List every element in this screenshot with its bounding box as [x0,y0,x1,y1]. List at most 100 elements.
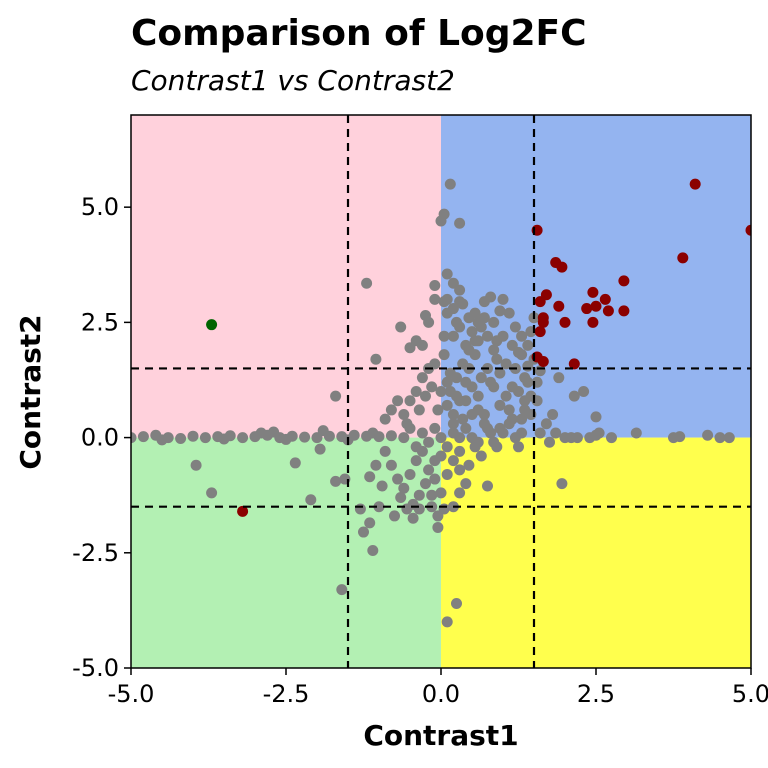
x-tick-label: 5.0 [732,680,768,708]
data-point [447,330,459,342]
data-point [413,489,425,501]
data-point [435,487,447,499]
y-tick-label: 0.0 [81,424,119,452]
data-point [410,386,422,397]
data-point [537,316,549,328]
data-point [237,505,249,517]
data-point [373,501,385,513]
data-point [314,443,326,455]
data-point [587,286,599,298]
data-point [472,436,484,448]
data-point [478,409,490,421]
y-tick-label: 2.5 [81,308,119,336]
data-point [568,358,580,370]
chart-subtitle: Contrast1 vs Contrast2 [131,64,455,97]
data-point [426,489,438,501]
data-point [199,432,211,444]
data-point [420,478,431,490]
y-axis-title: Contrast2 [14,314,47,469]
data-point [175,433,187,445]
data-point [444,178,456,190]
data-point [491,335,503,347]
data-point [441,268,453,280]
data-point [376,480,388,492]
data-point [513,441,524,453]
data-point [500,358,512,370]
data-point [404,468,416,480]
data-point [590,300,602,312]
data-point [398,432,410,444]
data-point [206,319,218,331]
data-point [420,309,431,321]
data-point [385,430,397,442]
data-point [404,395,416,407]
data-point [519,404,531,416]
data-point [550,427,562,439]
data-point [516,330,528,342]
y-tick-label: -5.0 [72,654,119,682]
data-point [354,503,366,515]
data-point [190,459,202,471]
data-point [478,418,490,430]
data-point [438,296,450,308]
data-point [429,455,441,467]
data-point [454,296,466,308]
data-point [475,450,487,462]
data-point [432,521,444,533]
data-point [581,303,593,315]
data-point [522,339,534,351]
data-point [488,381,500,393]
data-point [364,471,376,483]
data-point [472,316,484,328]
data-point [460,478,472,490]
data-point [466,326,478,338]
data-point [509,432,521,444]
data-point [606,432,617,444]
data-point [385,404,397,416]
data-point [460,422,472,434]
quadrant-lower-right [441,437,751,668]
data-point [447,418,459,430]
data-point [441,468,453,480]
data-point [441,399,453,411]
data-point [438,349,450,361]
data-point [497,427,509,439]
data-point [618,305,630,317]
data-point [674,431,686,443]
data-point [358,526,369,538]
y-tick-label: 5.0 [81,193,119,221]
data-point [429,293,441,305]
data-point [416,445,428,457]
data-point [187,430,199,442]
data-point [482,330,493,342]
data-point [280,433,292,445]
data-point [447,409,459,421]
data-point [547,409,559,421]
data-point [516,413,528,425]
data-point [571,432,583,444]
plot-area: -5.0 -2.5 0.0 2.5 5.0 -5.0 -2.5 0.0 2.5 5.0 [72,114,768,708]
data-point [389,510,400,522]
data-point [475,372,487,384]
data-point [534,427,546,439]
data-point [410,455,422,467]
data-point [451,372,462,384]
data-point [494,367,506,379]
data-point [441,616,453,628]
data-point [599,293,611,305]
data-point [370,459,382,471]
data-point [472,390,484,402]
data-point [131,432,137,444]
data-point [330,390,342,402]
data-point [416,427,428,439]
data-point [491,353,503,365]
data-point [544,436,555,448]
data-point [447,455,459,467]
x-tick-label: -5.0 [108,680,155,708]
data-point [379,413,391,425]
data-point [255,427,267,439]
data-point [497,293,509,305]
data-point [367,427,379,439]
data-point [413,404,425,416]
